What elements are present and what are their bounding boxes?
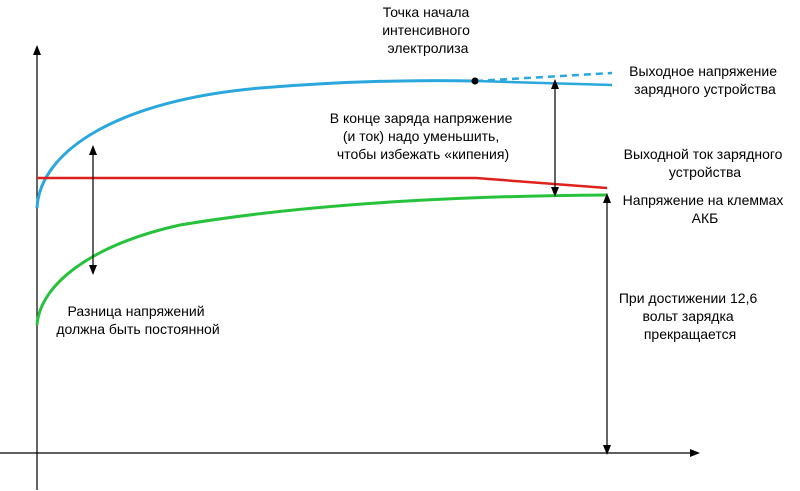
charger-current-line	[37, 176, 608, 190]
charger-current-label: Выходной ток зарядного устройства	[624, 146, 787, 180]
charger-voltage-reduced	[475, 79, 613, 87]
battery-voltage-label: Напряжение на клеммах АКБ	[623, 192, 788, 226]
stop-note-label: При достижении 12,6 вольт зарядка прекра…	[619, 290, 761, 342]
electrolysis-point-label: Точка начала интенсивного электролиза	[382, 4, 474, 56]
charger-voltage-curve	[35, 79, 475, 209]
reduce-note-label: В конце заряда напряжение (и ток) надо у…	[330, 110, 517, 162]
charger-voltage-dashed	[475, 71, 613, 83]
battery-voltage-curve	[35, 193, 608, 326]
difference-note-label: Разница напряжений должна быть постоянно…	[56, 303, 219, 337]
charger-voltage-label: Выходное напряжение зарядного устройства	[629, 63, 781, 97]
dot-icon	[471, 77, 479, 85]
